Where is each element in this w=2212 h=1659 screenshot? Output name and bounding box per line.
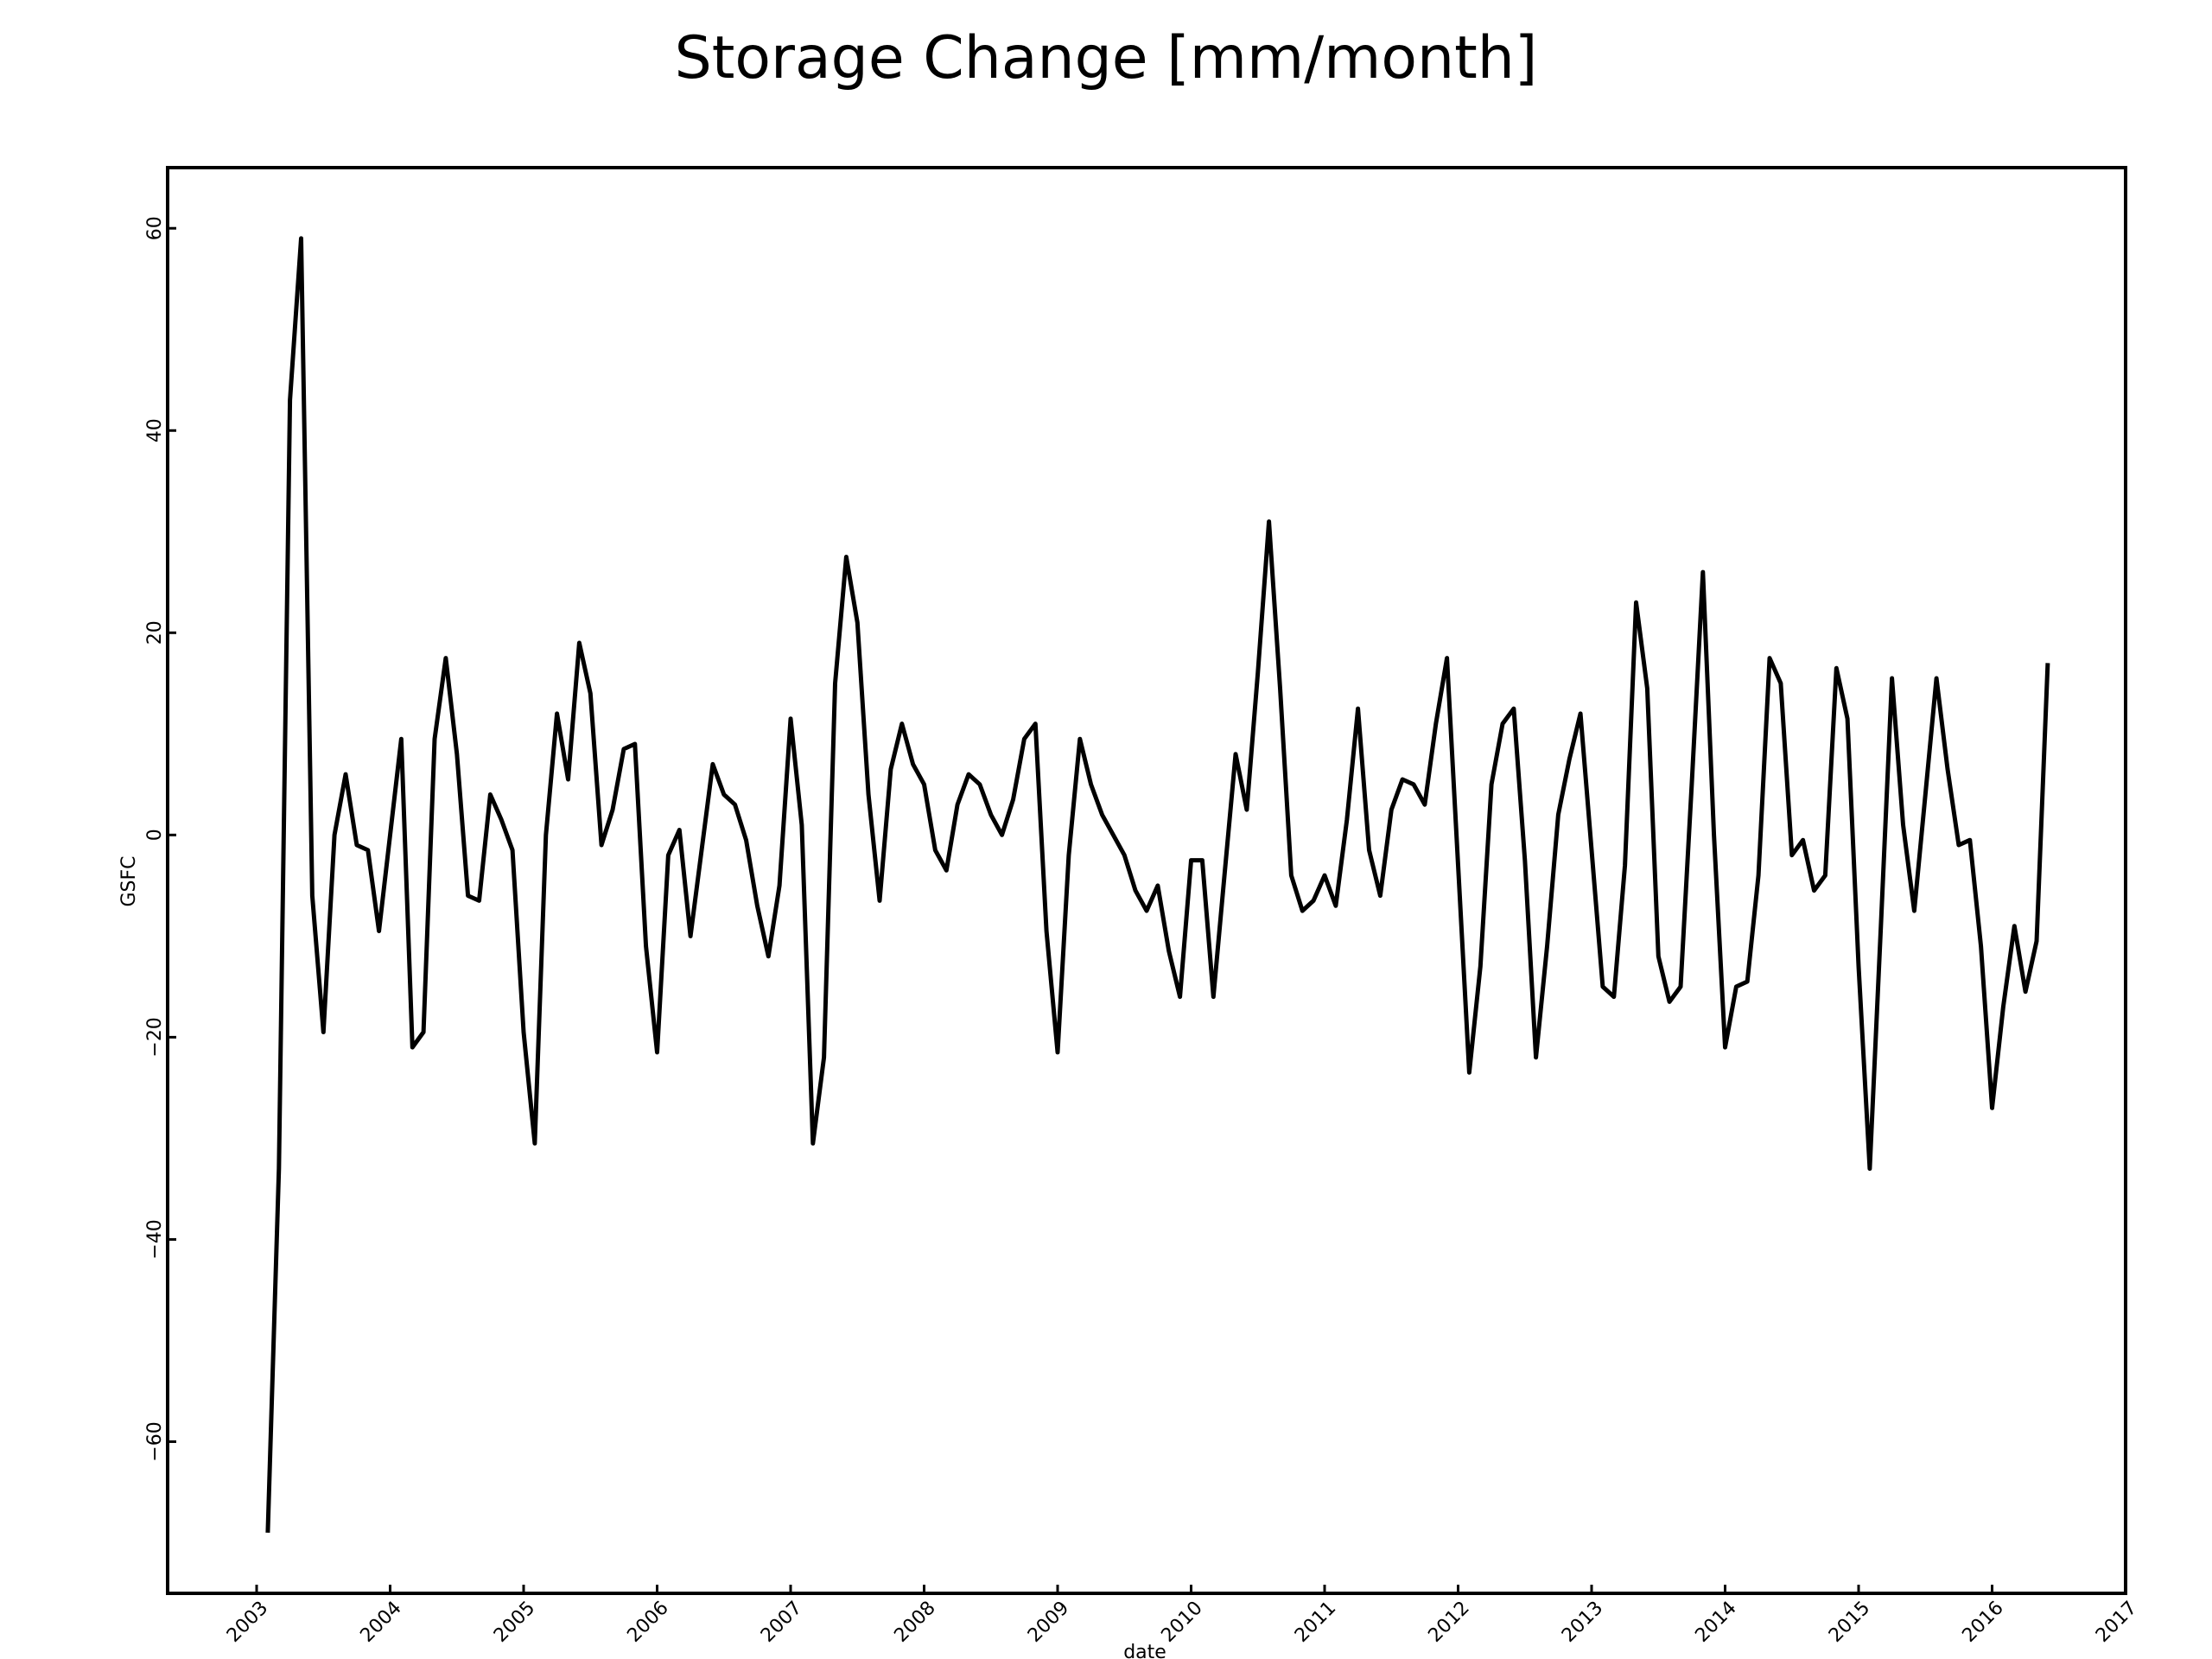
- plot-area: [265, 236, 2050, 1533]
- x-tick-label: 2009: [1024, 1598, 1073, 1647]
- y-tick-label: −60: [144, 1421, 166, 1461]
- x-axis-label: date: [1123, 1642, 1166, 1659]
- y-tick-label: 40: [144, 418, 166, 442]
- x-tick-label: 2003: [223, 1598, 272, 1647]
- y-tick-label: 0: [144, 829, 166, 841]
- x-tick-label: 2014: [1691, 1598, 1740, 1647]
- series-line-0: [265, 236, 2050, 1533]
- plot-frame: [166, 166, 2127, 1595]
- x-tick-label: 2010: [1157, 1598, 1206, 1647]
- y-axis: 60 40 20 0 −20 −40 −60: [144, 216, 176, 1462]
- x-tick-label: 2016: [1958, 1598, 2007, 1647]
- x-tick-label: 2004: [356, 1598, 405, 1647]
- x-tick-label: 2006: [623, 1598, 672, 1647]
- y-tick-label: 60: [144, 216, 166, 240]
- y-tick-label: −40: [144, 1219, 166, 1259]
- x-tick-label: 2012: [1424, 1598, 1473, 1647]
- y-tick-label: 20: [144, 620, 166, 645]
- x-tick-label: 2007: [757, 1598, 806, 1647]
- x-tick-label: 2008: [890, 1598, 939, 1647]
- y-tick-label: −20: [144, 1017, 166, 1057]
- y-axis-label: GSFC: [118, 855, 140, 906]
- chart-title: Storage Change [mm/month]: [675, 24, 1538, 92]
- x-tick-label: 2013: [1558, 1598, 1607, 1647]
- x-tick-label: 2005: [490, 1598, 539, 1647]
- x-tick-label: 2015: [1825, 1598, 1874, 1647]
- x-tick-label: 2011: [1291, 1598, 1340, 1647]
- x-tick-label: 2017: [2092, 1598, 2141, 1647]
